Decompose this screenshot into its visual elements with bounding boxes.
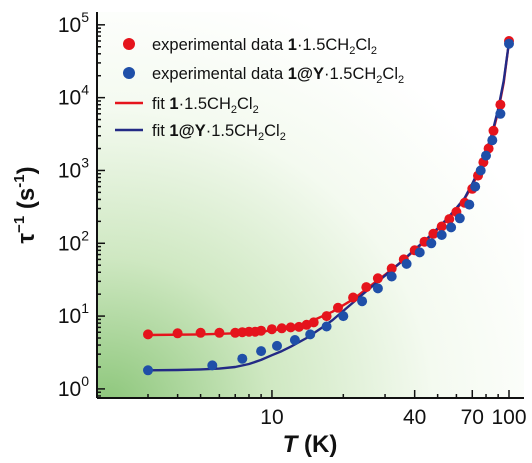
- data-point-series1: [348, 292, 359, 303]
- data-point-series1: [495, 99, 506, 110]
- legend: experimental data 1·1.5CH2Cl2 experimenta…: [115, 36, 404, 143]
- data-point-series1: [444, 214, 455, 225]
- data-point-series2: [481, 150, 491, 161]
- y-tick-label: 105: [58, 9, 89, 37]
- data-point-series1: [372, 273, 383, 284]
- legend-label-1: experimental data 1·1.5CH2Cl2: [152, 36, 377, 57]
- data-point-series1: [361, 282, 372, 293]
- data-point-series1: [488, 125, 499, 136]
- data-point-series1: [172, 328, 183, 339]
- y-tick-label: 102: [58, 227, 89, 255]
- data-point-series1: [428, 228, 439, 239]
- legend-label-2: experimental data 1@Y·1.5CH2Cl2: [152, 65, 404, 86]
- x-tick-label: 40: [403, 406, 426, 429]
- data-point-series2: [470, 181, 481, 192]
- x-axis-title: T (K): [283, 431, 338, 458]
- data-point-series2: [414, 247, 425, 258]
- series-layer: [143, 36, 514, 376]
- data-point-series2: [495, 108, 506, 119]
- data-point-series1: [333, 302, 343, 313]
- data-point-series2: [357, 296, 368, 307]
- data-point-series2: [436, 230, 447, 240]
- legend-label-3: fit 1·1.5CH2Cl2: [152, 95, 259, 116]
- data-point-series2: [454, 213, 465, 224]
- y-tick-label: 104: [58, 82, 89, 110]
- data-point-series2: [401, 258, 412, 269]
- data-point-series2: [305, 329, 316, 340]
- legend-label-4: fit 1@Y·1.5CH2Cl2: [152, 122, 286, 143]
- data-point-series1: [308, 317, 319, 328]
- data-point-series2: [143, 365, 153, 376]
- data-point-series2: [386, 271, 397, 282]
- data-point-series2: [207, 360, 218, 371]
- data-point-series2: [372, 283, 383, 294]
- legend-marker-1: [123, 38, 135, 50]
- legend-marker-2: [123, 67, 135, 79]
- data-point-series1: [294, 321, 304, 332]
- data-point-series2: [475, 165, 486, 176]
- y-tick-label: 100: [58, 373, 89, 401]
- data-point-series1: [436, 221, 447, 232]
- y-tick-label: 101: [58, 300, 89, 328]
- data-point-series1: [276, 323, 287, 334]
- data-point-series1: [266, 324, 277, 335]
- data-point-series2: [487, 135, 498, 146]
- data-point-series2: [504, 38, 514, 49]
- data-point-series1: [321, 311, 332, 322]
- data-point-series1: [285, 322, 296, 333]
- x-tick-label: 100: [491, 406, 526, 429]
- data-point-series2: [338, 311, 349, 322]
- data-point-series2: [289, 335, 300, 345]
- axes-layer: 100 101 102 103 104 105 10 40 70 100 T (K) τ−1 (s-1…: [11, 9, 527, 458]
- data-point-series2: [426, 238, 437, 249]
- data-point-series1: [386, 263, 397, 274]
- y-tick-label: 103: [58, 154, 89, 182]
- data-point-series1: [195, 327, 206, 338]
- y-axis-title: τ−1 (s-1): [11, 166, 40, 243]
- data-point-series2: [321, 321, 332, 332]
- data-point-series2: [237, 353, 248, 364]
- data-point-series2: [272, 340, 282, 351]
- x-tick-label: 70: [461, 406, 484, 429]
- data-point-series1: [256, 325, 267, 336]
- x-tick-label: 10: [260, 406, 283, 429]
- data-point-series2: [256, 346, 267, 357]
- data-point-series1: [143, 329, 153, 340]
- data-point-series1: [214, 327, 225, 338]
- data-point-series2: [464, 199, 475, 210]
- data-point-series2: [446, 222, 457, 233]
